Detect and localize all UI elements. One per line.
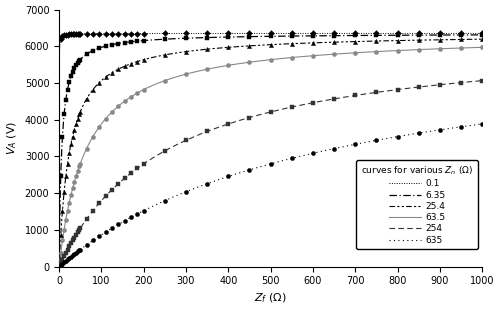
6.35 bbox=[478, 33, 484, 37]
0.1 bbox=[56, 265, 62, 268]
635 bbox=[158, 200, 164, 204]
6.35 bbox=[210, 35, 216, 39]
63.5 bbox=[103, 116, 109, 120]
63.5 bbox=[56, 265, 62, 268]
63.5 bbox=[66, 204, 71, 208]
25.4 bbox=[478, 37, 484, 41]
Line: 635: 635 bbox=[59, 124, 482, 267]
0.1 bbox=[478, 31, 484, 35]
254 bbox=[478, 79, 484, 83]
25.4 bbox=[186, 49, 192, 53]
6.35 bbox=[186, 36, 192, 40]
635 bbox=[478, 122, 484, 126]
0.1 bbox=[479, 31, 485, 35]
25.4 bbox=[66, 156, 71, 160]
0.1 bbox=[210, 32, 216, 35]
254 bbox=[158, 151, 164, 155]
0.1 bbox=[66, 33, 71, 36]
254 bbox=[186, 137, 192, 141]
Legend: 0.1, 6.35, 25.4, 63.5, 254, 635: 0.1, 6.35, 25.4, 63.5, 254, 635 bbox=[356, 160, 478, 249]
Line: 63.5: 63.5 bbox=[59, 47, 482, 267]
635 bbox=[66, 257, 71, 261]
6.35 bbox=[479, 33, 485, 37]
0.1 bbox=[186, 32, 192, 35]
254 bbox=[66, 246, 71, 250]
25.4 bbox=[210, 47, 216, 50]
Line: 25.4: 25.4 bbox=[59, 39, 482, 267]
635 bbox=[210, 179, 216, 183]
25.4 bbox=[479, 37, 485, 41]
63.5 bbox=[186, 72, 192, 75]
0.1 bbox=[103, 32, 109, 35]
6.35 bbox=[103, 44, 109, 48]
Y-axis label: $V_A$ (V): $V_A$ (V) bbox=[6, 121, 19, 155]
6.35 bbox=[158, 38, 164, 41]
635 bbox=[479, 122, 485, 126]
25.4 bbox=[103, 75, 109, 79]
635 bbox=[56, 265, 62, 268]
X-axis label: $Z_f$ ($\Omega$): $Z_f$ ($\Omega$) bbox=[254, 292, 287, 305]
254 bbox=[479, 79, 485, 82]
Line: 254: 254 bbox=[59, 81, 482, 267]
6.35 bbox=[56, 265, 62, 268]
635 bbox=[186, 189, 192, 193]
6.35 bbox=[66, 83, 71, 87]
0.1 bbox=[158, 32, 164, 35]
63.5 bbox=[479, 45, 485, 49]
Line: 6.35: 6.35 bbox=[59, 35, 482, 267]
254 bbox=[210, 127, 216, 131]
635 bbox=[103, 230, 109, 234]
63.5 bbox=[158, 80, 164, 84]
Line: 0.1: 0.1 bbox=[59, 33, 482, 267]
63.5 bbox=[210, 66, 216, 70]
254 bbox=[56, 265, 62, 268]
25.4 bbox=[56, 265, 62, 268]
63.5 bbox=[478, 45, 484, 49]
254 bbox=[103, 194, 109, 197]
25.4 bbox=[158, 54, 164, 58]
